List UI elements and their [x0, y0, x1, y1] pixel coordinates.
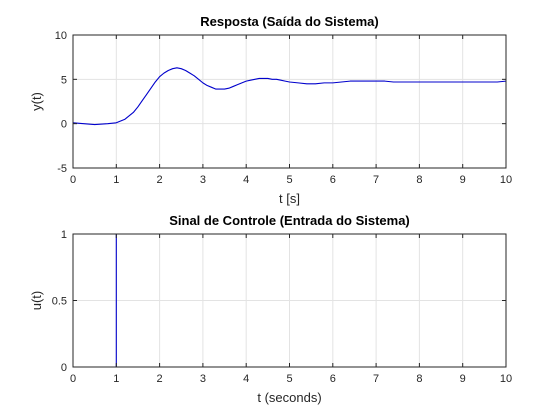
- x-tick-label: 7: [373, 174, 379, 186]
- x-tick-label: 9: [460, 373, 466, 385]
- chart-title: Resposta (Saída do Sistema): [200, 14, 378, 29]
- x-tick-label: 5: [286, 174, 292, 186]
- y-tick-label: -5: [57, 163, 67, 175]
- x-tick-label: 8: [416, 373, 422, 385]
- x-tick-label: 9: [460, 174, 466, 186]
- y-tick-label: 0.5: [52, 296, 67, 308]
- x-tick-label: 10: [500, 174, 512, 186]
- x-tick-label: 0: [70, 174, 76, 186]
- y-tick-label: 5: [61, 74, 67, 86]
- y-tick-label: 1: [61, 229, 67, 241]
- x-tick-label: 1: [113, 174, 119, 186]
- x-tick-label: 0: [70, 373, 76, 385]
- y-axis-label: u(t): [29, 291, 44, 311]
- x-tick-label: 7: [373, 373, 379, 385]
- bottom-axes: 0 1 2 3 4 5 6 7 8 9 10 0 0.5 1 Sinal de Controle (Entr…: [29, 213, 512, 405]
- y-tick-label: 0: [61, 119, 67, 131]
- x-tick-label: 4: [243, 174, 249, 186]
- y-tick-label: 10: [55, 30, 67, 42]
- y-tick-label: 0: [61, 362, 67, 374]
- x-tick-label: 10: [500, 373, 512, 385]
- x-tick-label: 2: [157, 373, 163, 385]
- x-tick-label: 8: [416, 174, 422, 186]
- x-tick-label: 1: [113, 373, 119, 385]
- x-tick-label: 4: [243, 373, 249, 385]
- x-tick-label: 5: [286, 373, 292, 385]
- series-line-0: [72, 67, 507, 126]
- x-tick-label: 2: [157, 174, 163, 186]
- y-axis-label: y(t): [29, 92, 44, 111]
- chart-title: Sinal de Controle (Entrada do Sistema): [169, 213, 410, 228]
- x-tick-label: 3: [200, 373, 206, 385]
- x-tick-label: 3: [200, 174, 206, 186]
- x-axis-label: t (seconds): [257, 390, 321, 405]
- x-tick-label: 6: [330, 174, 336, 186]
- x-axis-label: t [s]: [279, 191, 300, 206]
- x-tick-label: 6: [330, 373, 336, 385]
